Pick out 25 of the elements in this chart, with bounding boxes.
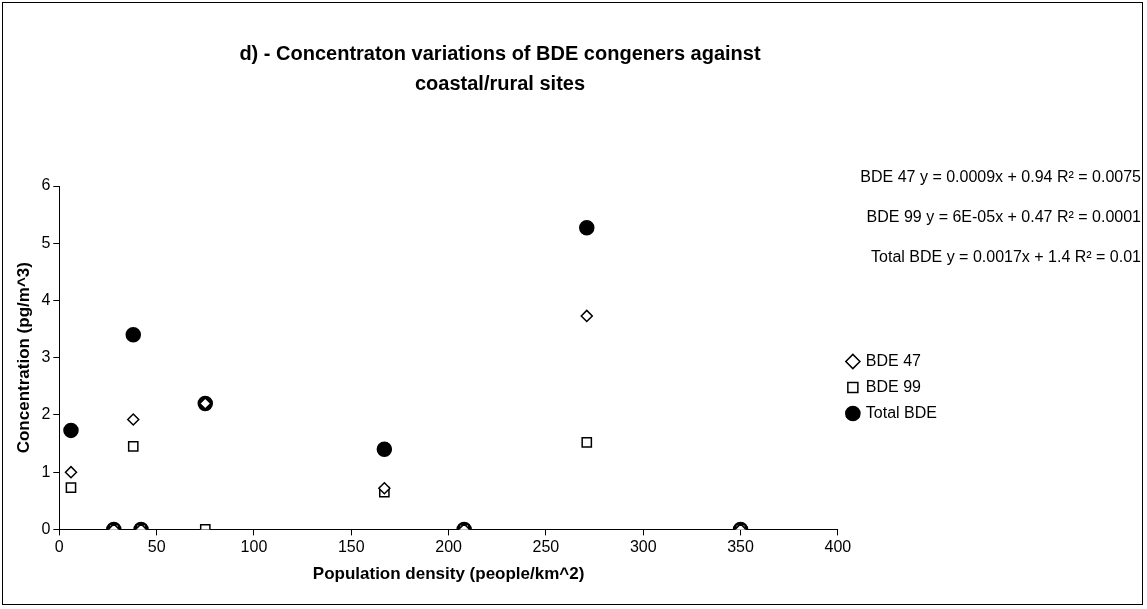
x-tick-label: 400 [824,538,852,556]
x-tick-label: 100 [240,538,268,556]
y-tick-label: 2 [41,405,51,423]
x-tick-label: 50 [147,538,166,556]
text: BDE 47 y = 0.0009x + 0.94 R² = 0.0075 [860,168,1142,186]
legend-label: Total BDE [865,403,937,421]
y-tick-label: 3 [41,348,51,366]
y-tick-label: 1 [41,462,51,480]
y-axis-title: Concentration (pg/m^3) [13,262,33,454]
x-tick-label: 300 [629,538,657,556]
legend-label: BDE 47 [865,351,922,369]
y-tick-label: 4 [41,290,51,308]
x-axis-title: Population density (people/km^2) [312,564,585,584]
y-tick-label: 0 [41,519,51,537]
x-tick-label: 150 [337,538,365,556]
x-tick-label: 200 [435,538,463,556]
y-tick-label: 6 [41,176,51,194]
x-tick-label: 0 [54,538,64,556]
x-tick-label: 250 [532,538,560,556]
legend-label: BDE 99 [865,377,922,395]
x-tick-label: 350 [727,538,754,556]
text: Total BDE y = 0.0017x + 1.4 R² = 0.01 [871,248,1142,266]
y-tick-label: 5 [41,233,51,251]
chart-title: d) - Concentraton variations of BDE congeners against coastal/rural sites [238,41,762,96]
text: BDE 99 y = 6E-05x + 0.47 R² = 0.0001 [866,208,1142,226]
